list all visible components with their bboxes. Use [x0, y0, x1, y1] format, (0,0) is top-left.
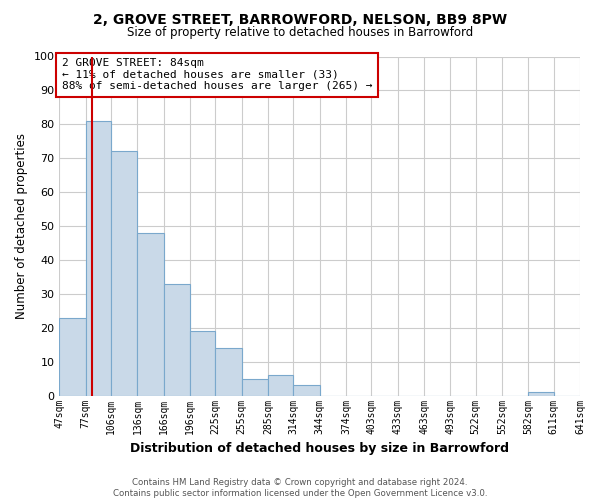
Bar: [59, 318, 86, 396]
Bar: [215, 348, 242, 396]
Bar: [293, 386, 320, 396]
Text: 2 GROVE STREET: 84sqm
← 11% of detached houses are smaller (33)
88% of semi-deta: 2 GROVE STREET: 84sqm ← 11% of detached …: [62, 58, 373, 92]
Bar: [111, 152, 137, 396]
Text: Contains HM Land Registry data © Crown copyright and database right 2024.
Contai: Contains HM Land Registry data © Crown c…: [113, 478, 487, 498]
Bar: [164, 284, 190, 396]
Bar: [528, 392, 554, 396]
Bar: [268, 376, 293, 396]
X-axis label: Distribution of detached houses by size in Barrowford: Distribution of detached houses by size …: [130, 442, 509, 455]
Bar: [190, 331, 215, 396]
Bar: [86, 121, 111, 396]
Text: Size of property relative to detached houses in Barrowford: Size of property relative to detached ho…: [127, 26, 473, 39]
Bar: [137, 233, 164, 396]
Text: 2, GROVE STREET, BARROWFORD, NELSON, BB9 8PW: 2, GROVE STREET, BARROWFORD, NELSON, BB9…: [93, 12, 507, 26]
Bar: [242, 378, 268, 396]
Y-axis label: Number of detached properties: Number of detached properties: [15, 133, 28, 319]
